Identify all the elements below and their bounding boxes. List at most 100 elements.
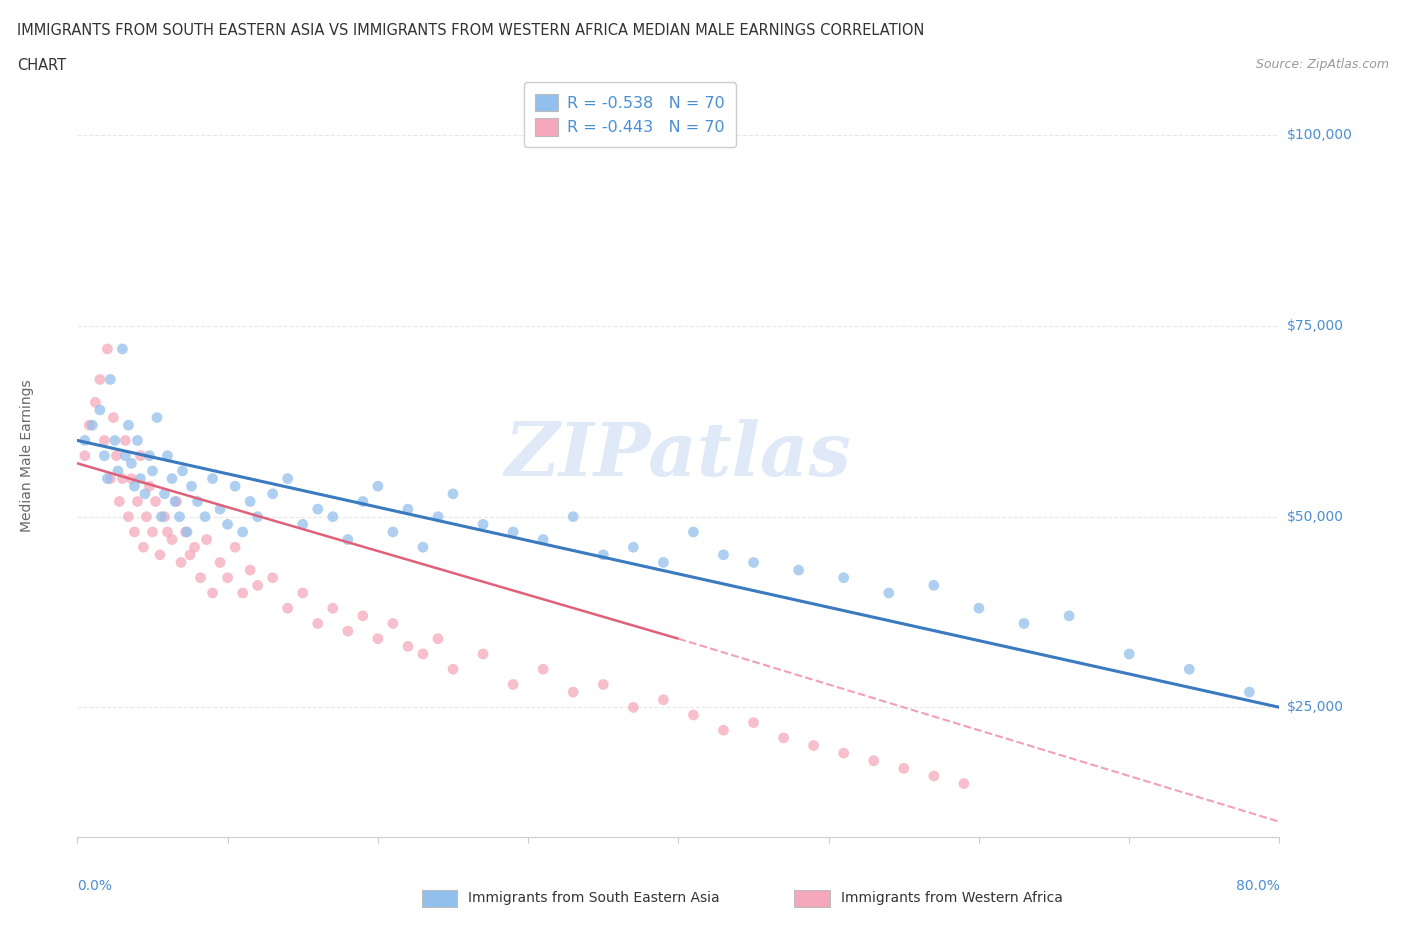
Point	[127, 494, 149, 509]
Point	[1239, 684, 1261, 699]
Point	[149, 548, 172, 563]
Point	[224, 479, 246, 494]
Point	[412, 646, 434, 661]
Point	[441, 486, 464, 501]
Point	[232, 586, 254, 601]
Point	[621, 700, 644, 715]
Text: $75,000: $75,000	[1286, 319, 1344, 333]
Point	[179, 548, 201, 563]
Point	[172, 463, 194, 478]
Point	[352, 608, 374, 623]
Point	[427, 631, 450, 646]
Point	[652, 555, 675, 570]
Point	[277, 601, 299, 616]
Point	[381, 616, 404, 631]
Point	[107, 463, 129, 478]
Point	[277, 472, 299, 486]
Point	[124, 479, 146, 494]
Point	[1057, 608, 1080, 623]
Point	[190, 570, 212, 585]
Point	[127, 433, 149, 448]
Point	[138, 448, 160, 463]
Point	[893, 761, 915, 776]
Point	[682, 525, 704, 539]
Point	[877, 586, 900, 601]
Point	[307, 616, 329, 631]
Point	[114, 433, 136, 448]
Point	[291, 517, 314, 532]
Point	[531, 532, 554, 547]
Point	[129, 448, 152, 463]
Point	[170, 555, 193, 570]
Point	[93, 433, 115, 448]
Point	[163, 494, 186, 509]
Point	[412, 539, 434, 554]
Text: 80.0%: 80.0%	[1236, 879, 1279, 893]
Point	[138, 479, 160, 494]
Point	[427, 510, 450, 525]
Point	[787, 563, 810, 578]
Point	[772, 730, 794, 745]
Point	[562, 684, 585, 699]
Point	[96, 472, 118, 486]
Point	[713, 723, 735, 737]
Point	[153, 510, 176, 525]
Point	[531, 662, 554, 677]
Point	[146, 410, 169, 425]
Point	[194, 510, 217, 525]
Point	[396, 639, 419, 654]
Point	[953, 777, 976, 791]
Point	[224, 539, 246, 554]
Point	[129, 472, 152, 486]
Text: $50,000: $50,000	[1286, 510, 1344, 524]
Point	[713, 548, 735, 563]
Point	[217, 570, 239, 585]
Point	[73, 448, 96, 463]
Point	[1178, 662, 1201, 677]
Point	[201, 472, 224, 486]
Point	[160, 472, 183, 486]
Point	[201, 586, 224, 601]
Point	[352, 494, 374, 509]
Point	[922, 768, 945, 783]
Point	[93, 448, 115, 463]
Point	[367, 631, 389, 646]
Point	[862, 753, 884, 768]
Point	[141, 525, 163, 539]
Point	[117, 418, 139, 432]
Point	[82, 418, 104, 432]
Point	[1118, 646, 1140, 661]
Point	[176, 525, 198, 539]
Point	[153, 486, 176, 501]
Point	[472, 646, 495, 661]
Point	[100, 372, 122, 387]
Text: $25,000: $25,000	[1286, 700, 1344, 714]
Point	[114, 448, 136, 463]
Text: IMMIGRANTS FROM SOUTH EASTERN ASIA VS IMMIGRANTS FROM WESTERN AFRICA MEDIAN MALE: IMMIGRANTS FROM SOUTH EASTERN ASIA VS IM…	[17, 23, 924, 38]
Point	[262, 486, 284, 501]
Point	[120, 456, 142, 471]
Point	[132, 539, 155, 554]
Point	[141, 463, 163, 478]
Point	[322, 510, 344, 525]
Text: Immigrants from South Eastern Asia: Immigrants from South Eastern Asia	[468, 891, 720, 906]
Point	[396, 501, 419, 516]
Point	[502, 677, 524, 692]
Point	[239, 494, 262, 509]
Text: Source: ZipAtlas.com: Source: ZipAtlas.com	[1256, 58, 1389, 71]
Point	[135, 510, 157, 525]
Point	[174, 525, 197, 539]
Legend: R = -0.538   N = 70, R = -0.443   N = 70: R = -0.538 N = 70, R = -0.443 N = 70	[524, 83, 737, 147]
Point	[922, 578, 945, 592]
Point	[502, 525, 524, 539]
Point	[472, 517, 495, 532]
Point	[217, 517, 239, 532]
Text: 0.0%: 0.0%	[77, 879, 112, 893]
Point	[156, 525, 179, 539]
Point	[652, 692, 675, 707]
Point	[381, 525, 404, 539]
Point	[186, 494, 209, 509]
Text: $100,000: $100,000	[1286, 128, 1353, 142]
Point	[1012, 616, 1035, 631]
Point	[246, 578, 269, 592]
